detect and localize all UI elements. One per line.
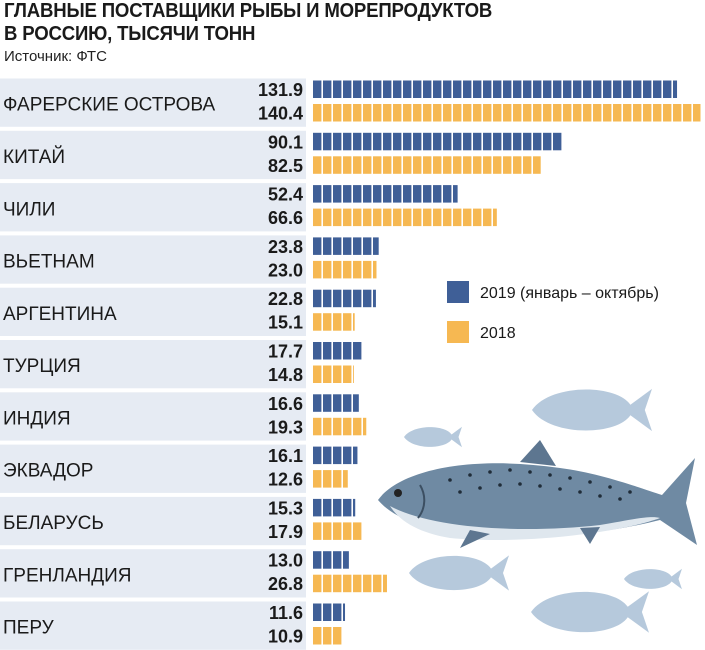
bar-2019 xyxy=(313,342,362,360)
value-label-2019: 131.9 xyxy=(258,80,303,100)
row-band xyxy=(0,444,306,493)
legend-label-2019: 2019 (январь – октябрь) xyxy=(480,285,659,302)
country-label: ЧИЛИ xyxy=(3,199,55,220)
value-label-2019: 16.6 xyxy=(268,394,303,414)
country-label: ГРЕНЛАНДИЯ xyxy=(3,565,131,586)
fish-silhouette xyxy=(624,568,682,590)
bar-2019 xyxy=(313,237,379,255)
bar-2018 xyxy=(313,574,387,593)
bar-2018 xyxy=(313,627,342,645)
bar-2019 xyxy=(313,551,349,569)
bar-2019 xyxy=(313,394,359,412)
row-band xyxy=(0,183,306,232)
value-label-2019: 22.8 xyxy=(268,289,303,309)
country-label: ВЬЕТНАМ xyxy=(3,252,95,273)
value-label-2018: 10.9 xyxy=(268,627,303,647)
labels: ФАРЕРСКИЕ ОСТРОВА 131.9 140.4 КИТАЙ 90.1 82.5… xyxy=(3,80,303,647)
value-label-2019: 15.3 xyxy=(268,498,303,518)
fish-silhouette xyxy=(404,426,462,448)
value-label-2019: 23.8 xyxy=(268,237,303,257)
row-band xyxy=(0,130,306,180)
bar-2018 xyxy=(313,208,497,227)
title-line-2: В РОССИЮ, ТЫСЯЧИ ТОНН xyxy=(4,23,256,45)
value-label-2018: 66.6 xyxy=(268,208,303,228)
bar-2019 xyxy=(313,603,346,621)
bar-2019 xyxy=(313,446,358,465)
row-band xyxy=(0,392,306,441)
value-label-2018: 15.1 xyxy=(268,313,303,333)
bar-2019 xyxy=(313,185,458,203)
row-band xyxy=(0,235,306,284)
bar-2018 xyxy=(313,260,377,279)
chart-title: ГЛАВНЫЕ ПОСТАВЩИКИ РЫБЫ И МОРЕПРОДУКТОВ … xyxy=(4,0,492,46)
value-label-2018: 19.3 xyxy=(268,417,303,437)
country-label: ЭКВАДОР xyxy=(3,461,93,482)
fish-silhouette xyxy=(532,388,652,432)
bar-2019 xyxy=(313,80,678,98)
title-line-1: ГЛАВНЫЕ ПОСТАВЩИКИ РЫБЫ И МОРЕПРОДУКТОВ xyxy=(4,0,493,22)
country-label: БЕЛАРУСЬ xyxy=(3,513,104,534)
fish-silhouette xyxy=(409,555,509,591)
bar-2018 xyxy=(313,156,541,174)
bar-2018 xyxy=(313,470,348,488)
value-label-2019: 16.1 xyxy=(268,446,303,466)
row-band xyxy=(0,78,306,127)
value-label-2018: 26.8 xyxy=(268,574,303,594)
bar-2019 xyxy=(313,498,356,517)
bar-2018 xyxy=(313,522,362,540)
value-label-2018: 82.5 xyxy=(268,156,303,176)
row-bands xyxy=(0,78,306,650)
row-band xyxy=(0,340,306,389)
value-label-2018: 12.6 xyxy=(268,470,303,490)
bar-2018 xyxy=(313,365,354,383)
value-label-2019: 52.4 xyxy=(268,185,303,205)
bars xyxy=(313,80,701,645)
value-label-2019: 17.7 xyxy=(268,342,303,362)
value-label-2019: 13.0 xyxy=(268,551,303,571)
row-band xyxy=(0,549,306,598)
value-label-2019: 11.6 xyxy=(269,603,303,623)
source-note: Источник: ФТС xyxy=(4,48,107,65)
row-band xyxy=(0,601,306,650)
country-label: ПЕРУ xyxy=(3,618,55,639)
value-label-2019: 90.1 xyxy=(268,132,303,152)
fish-silhouette xyxy=(531,591,649,633)
bar-2018 xyxy=(313,313,355,331)
legend-label-2018: 2018 xyxy=(480,325,516,342)
value-label-2018: 17.9 xyxy=(268,522,303,542)
country-label: АРГЕНТИНА xyxy=(3,304,117,325)
country-label: ФАРЕРСКИЕ ОСТРОВА xyxy=(3,95,215,116)
legend-swatch-2019 xyxy=(447,281,469,303)
country-label: ТУРЦИЯ xyxy=(3,356,81,377)
value-label-2018: 140.4 xyxy=(258,104,303,124)
country-label: КИТАЙ xyxy=(3,146,65,168)
salmon-icon xyxy=(378,440,697,548)
legend: 2019 (январь – октябрь) 2018 xyxy=(447,281,659,343)
bar-2018 xyxy=(313,417,367,436)
country-label: ИНДИЯ xyxy=(3,408,71,429)
value-label-2018: 23.0 xyxy=(268,260,303,280)
row-band xyxy=(0,496,306,546)
value-label-2018: 14.8 xyxy=(268,365,303,385)
row-band xyxy=(0,287,306,336)
bar-2019 xyxy=(313,289,376,308)
legend-swatch-2018 xyxy=(447,321,469,343)
bar-2019 xyxy=(313,132,562,151)
fish-illustrations xyxy=(378,388,697,633)
bar-2018 xyxy=(313,104,701,122)
